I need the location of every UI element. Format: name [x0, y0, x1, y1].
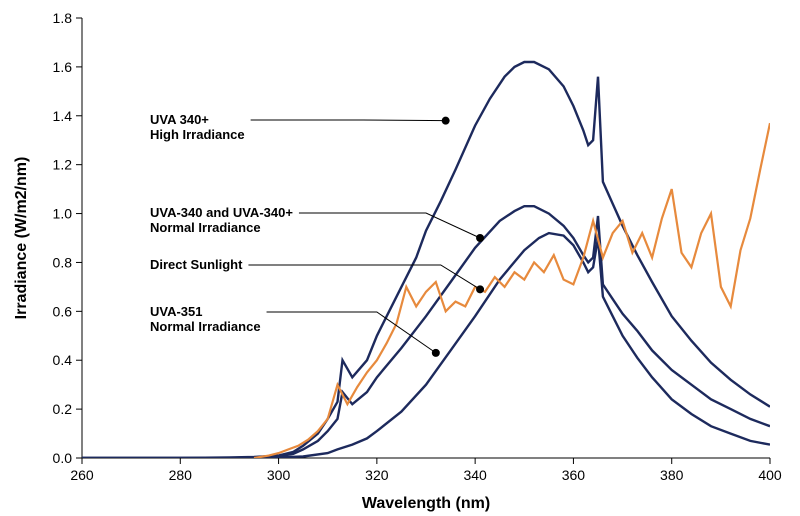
direct_sunlight_label-dot [476, 285, 484, 293]
x-tick-label: 280 [169, 467, 193, 483]
uva351_normal_label: UVA-351Normal Irradiance [150, 305, 261, 335]
y-tick-label: 1.2 [53, 157, 73, 173]
uva340plus_high_label-dot [442, 117, 450, 125]
y-tick-label: 0.4 [53, 352, 73, 368]
y-tick-label: 0.0 [53, 450, 73, 466]
x-tick-label: 340 [463, 467, 487, 483]
x-tick-label: 300 [267, 467, 291, 483]
x-tick-label: 400 [758, 467, 782, 483]
direct_sunlight_label: Direct Sunlight [150, 258, 242, 273]
y-axis-title: Irradiance (W/m2/nm) [13, 157, 30, 320]
x-axis-title: Wavelength (nm) [362, 495, 490, 512]
uva340plus_high_label: UVA 340+High Irradiance [150, 113, 245, 143]
uva340_normal_label: UVA-340 and UVA-340+Normal Irradiance [150, 206, 293, 236]
y-tick-label: 1.8 [53, 10, 73, 26]
y-tick-label: 1.0 [53, 206, 73, 222]
x-tick-label: 360 [562, 467, 586, 483]
x-tick-label: 320 [365, 467, 389, 483]
y-tick-label: 1.6 [53, 59, 73, 75]
chart-svg: 260 280 300 320 340 360 380 400 Wavelength (nm) 0… [0, 0, 800, 516]
y-tick-label: 0.6 [53, 303, 73, 319]
y-tick-label: 1.4 [53, 108, 73, 124]
x-tick-label: 260 [70, 467, 94, 483]
uva351_normal_label-dot [432, 349, 440, 357]
y-tick-label: 0.2 [53, 401, 73, 417]
uva340_normal_label-dot [476, 234, 484, 242]
y-tick-label: 0.8 [53, 254, 73, 270]
x-tick-label: 380 [660, 467, 684, 483]
